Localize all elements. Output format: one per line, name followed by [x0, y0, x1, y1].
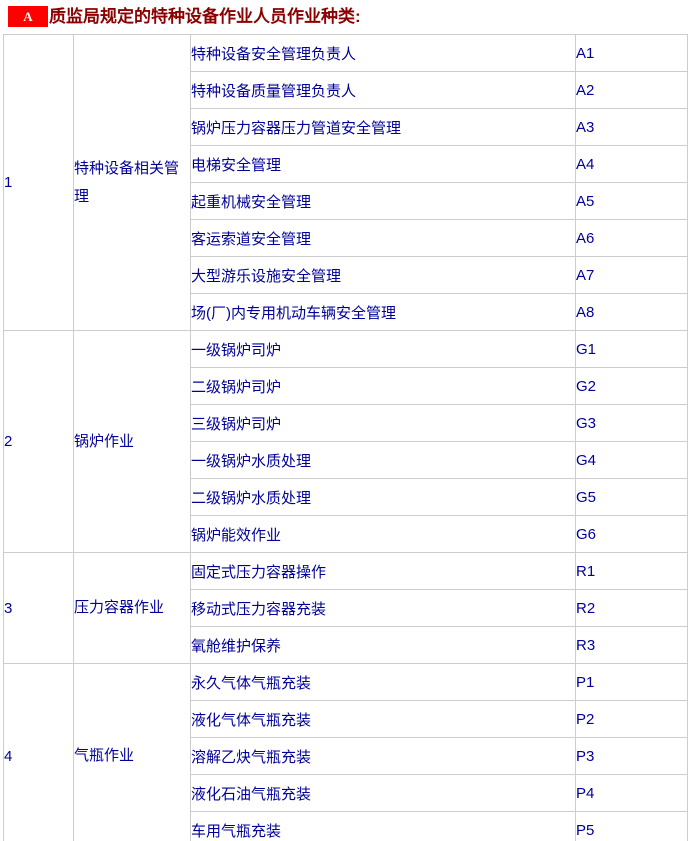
table-row: 车用气瓶充装 P5 — [4, 811, 688, 841]
table-row: 电梯安全管理 A4 — [4, 145, 688, 183]
job-code-cell: R1 — [575, 552, 688, 590]
categories-table: 1 特种设备相关管理 特种设备安全管理负责人 A1 特种设备质量管理负责人 A2 锅炉压力容… — [3, 34, 688, 841]
job-title-cell: 溶解乙炔气瓶充装 — [190, 737, 576, 775]
job-code-cell: G4 — [575, 441, 688, 479]
job-code-cell: A2 — [575, 71, 688, 109]
job-code-cell: A7 — [575, 256, 688, 294]
job-title-cell: 特种设备质量管理负责人 — [190, 71, 576, 109]
job-title-cell: 电梯安全管理 — [190, 145, 576, 183]
section-category: 气瓶作业 — [73, 663, 191, 841]
table-row: 氧舱维护保养 R3 — [4, 626, 688, 664]
section-category: 特种设备相关管理 — [73, 34, 191, 331]
job-title-cell: 大型游乐设施安全管理 — [190, 256, 576, 294]
job-code-cell: P2 — [575, 700, 688, 738]
table-row: 锅炉能效作业 G6 — [4, 515, 688, 553]
job-code-cell: A5 — [575, 182, 688, 220]
job-code-cell: G6 — [575, 515, 688, 553]
table-row: 锅炉压力容器压力管道安全管理 A3 — [4, 108, 688, 146]
table-row: 特种设备质量管理负责人 A2 — [4, 71, 688, 109]
job-code-cell: P5 — [575, 811, 688, 841]
table-row: 二级锅炉司炉 G2 — [4, 367, 688, 405]
job-code-cell: G3 — [575, 404, 688, 442]
job-title-cell: 场(厂)内专用机动车辆安全管理 — [190, 293, 576, 331]
job-code-cell: A8 — [575, 293, 688, 331]
job-code-cell: G1 — [575, 330, 688, 368]
job-code-cell: P3 — [575, 737, 688, 775]
table-row: 液化气体气瓶充装 P2 — [4, 700, 688, 738]
section-category: 压力容器作业 — [73, 552, 191, 664]
job-title-cell: 固定式压力容器操作 — [190, 552, 576, 590]
job-title-cell: 移动式压力容器充装 — [190, 589, 576, 627]
table-row: 1 特种设备相关管理 特种设备安全管理负责人 A1 — [3, 34, 688, 331]
table-row: 移动式压力容器充装 R2 — [4, 589, 688, 627]
page-title: 质监局规定的特种设备作业人员作业种类: — [49, 6, 361, 26]
section-category: 锅炉作业 — [73, 330, 191, 553]
categories-table-body: 1 特种设备相关管理 特种设备安全管理负责人 A1 特种设备质量管理负责人 A2 锅炉压力容… — [3, 34, 688, 841]
job-title-cell: 特种设备安全管理负责人 — [190, 34, 576, 72]
job-title-cell: 二级锅炉水质处理 — [190, 478, 576, 516]
job-title-cell: 起重机械安全管理 — [190, 182, 576, 220]
table-row: 溶解乙炔气瓶充装 P3 — [4, 737, 688, 775]
job-code-cell: A6 — [575, 219, 688, 257]
job-code-cell: P1 — [575, 663, 688, 701]
job-title-cell: 永久气体气瓶充装 — [190, 663, 576, 701]
table-row: 2 锅炉作业 一级锅炉司炉 G1 — [3, 330, 688, 553]
job-title-cell: 锅炉能效作业 — [190, 515, 576, 553]
section-number: 4 — [3, 663, 74, 841]
section-number: 2 — [3, 330, 74, 553]
job-code-cell: A3 — [575, 108, 688, 146]
table-row: 起重机械安全管理 A5 — [4, 182, 688, 220]
job-title-cell: 一级锅炉司炉 — [190, 330, 576, 368]
job-title-cell: 一级锅炉水质处理 — [190, 441, 576, 479]
table-row: 二级锅炉水质处理 G5 — [4, 478, 688, 516]
page-header: A 质监局规定的特种设备作业人员作业种类: — [8, 5, 689, 27]
section-letter-badge: A — [8, 5, 48, 27]
job-code-cell: R2 — [575, 589, 688, 627]
job-title-cell: 氧舱维护保养 — [190, 626, 576, 664]
job-code-cell: R3 — [575, 626, 688, 664]
job-code-cell: A1 — [575, 34, 688, 72]
job-title-cell: 客运索道安全管理 — [190, 219, 576, 257]
job-code-cell: A4 — [575, 145, 688, 183]
job-title-cell: 二级锅炉司炉 — [190, 367, 576, 405]
job-title-cell: 锅炉压力容器压力管道安全管理 — [190, 108, 576, 146]
table-row: 液化石油气瓶充装 P4 — [4, 774, 688, 812]
table-row: 大型游乐设施安全管理 A7 — [4, 256, 688, 294]
table-row: 客运索道安全管理 A6 — [4, 219, 688, 257]
table-row: 4 气瓶作业 永久气体气瓶充装 P1 — [3, 663, 688, 841]
table-row: 三级锅炉司炉 G3 — [4, 404, 688, 442]
job-title-cell: 三级锅炉司炉 — [190, 404, 576, 442]
table-row: 场(厂)内专用机动车辆安全管理 A8 — [4, 293, 688, 331]
job-code-cell: G2 — [575, 367, 688, 405]
table-row: 3 压力容器作业 固定式压力容器操作 R1 — [3, 552, 688, 664]
job-code-cell: P4 — [575, 774, 688, 812]
job-title-cell: 液化石油气瓶充装 — [190, 774, 576, 812]
section-number: 1 — [3, 34, 74, 331]
job-title-cell: 车用气瓶充装 — [190, 811, 576, 841]
job-code-cell: G5 — [575, 478, 688, 516]
section-number: 3 — [3, 552, 74, 664]
job-title-cell: 液化气体气瓶充装 — [190, 700, 576, 738]
